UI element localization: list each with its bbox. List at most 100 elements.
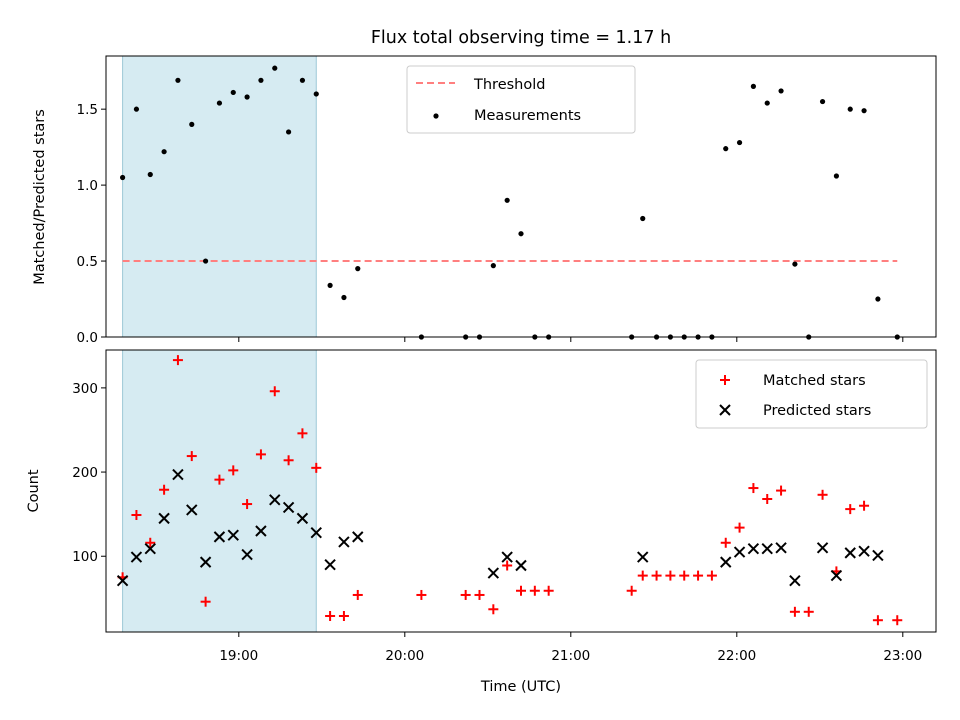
bottom-panel-frame [105,349,937,633]
matched-star-point [529,585,540,596]
matched-star-point [762,493,773,504]
matched-star-point [789,606,800,617]
measurement-point [792,261,798,267]
top-panel-frame [105,55,937,338]
measurement-point [490,263,496,269]
predicted-star-point [172,468,184,481]
measurement-point [175,77,181,83]
predicted-star-point [501,551,513,563]
predicted-star-point [324,558,336,571]
matched-star-point [665,570,676,581]
matched-star-point [416,589,427,600]
measurement-point [341,294,347,301]
measurement-point [518,231,524,237]
measurement-point [203,258,209,264]
matched-star-point [720,537,731,548]
matched-star-point [214,474,225,485]
matched-star-point [817,489,828,500]
matched-star-point [892,615,903,626]
bottom-y-axis-label: Count [26,469,42,512]
matched-star-point [283,455,294,466]
predicted-star-point [130,551,143,563]
measurement-point [189,121,195,127]
predicted-star-point [227,529,239,541]
predicted-star-point [816,542,829,554]
top-legend: Threshold Measurements [406,65,636,134]
predicted-star-point [637,551,649,563]
matched-star-point [626,585,637,596]
matched-star-point [325,611,336,622]
measurement-point [147,171,153,178]
predicted-star-point [116,574,129,587]
matched-star-point [872,615,883,626]
predicted-star-point [144,542,156,555]
chart-title: Flux total observing time = 1.17 h [371,28,671,48]
predicted-star-point [269,494,281,506]
measurement-point [133,106,140,112]
matched-star-point [803,606,814,617]
bottom-panel: 100 200 300 19:00 20:00 21:00 22:00 23:00 Count… [26,349,937,695]
matched-star-point [734,522,745,533]
predicted-star-point [872,549,884,562]
measurement-point [272,65,278,71]
predicted-star-point [241,548,253,561]
measurement-point [327,282,333,288]
matched-star-point [145,537,156,548]
predicted-star-point [213,531,226,543]
predicted-star-point [747,542,760,555]
matched-star-point [679,570,690,581]
top-y-tick-label: 0.0 [77,330,98,346]
matched-star-point [269,386,280,397]
predicted-star-point [282,501,295,514]
measurement-point [723,146,729,152]
matched-star-point [693,570,704,581]
predicted-star-point [352,531,364,543]
matched-star-point [502,560,513,571]
measurement-point [764,100,770,106]
measurement-point [120,174,126,181]
matched-star-point [311,462,322,473]
bottom-y-tick-label: 100 [72,549,98,565]
matched-star-point [131,509,142,520]
measurement-point [875,296,881,302]
matched-star-point [228,465,239,476]
legend-measurements-swatch [433,113,439,119]
top-y-tick-label: 1.0 [77,178,98,194]
measurement-point [750,83,757,89]
predicted-star-point [255,525,267,537]
legend-measurements-label: Measurements [474,108,581,124]
matched-star-point [543,585,554,596]
top-panel-shaded-span [122,55,317,338]
measurement-point [736,139,743,146]
legend-predicted-swatch [719,404,731,416]
predicted-star-point [515,559,527,572]
measurement-point [286,129,292,135]
matched-star-point [186,451,197,462]
x-tick-label: 21:00 [551,648,590,664]
measurement-point [355,266,361,272]
legend-matched-swatch [720,375,730,385]
predicted-star-point [844,547,856,559]
measurement-point [819,98,826,105]
matched-star-point [859,500,870,511]
measurement-point [313,91,319,97]
measurement-point [230,89,236,96]
x-tick-label: 19:00 [219,648,258,664]
matched-star-point [460,589,471,600]
bottom-y-tick-label: 200 [72,465,98,481]
measurement-point [833,173,840,179]
legend-threshold-label: Threshold [473,77,545,93]
matched-star-point [776,485,787,496]
predicted-star-point [158,512,170,525]
x-axis-label: Time (UTC) [480,679,561,695]
top-y-tick-label: 0.5 [77,254,98,270]
predicted-star-point [338,536,350,548]
top-y-axis-label: Matched/Predicted stars [32,109,48,285]
legend-matched-label: Matched stars [763,373,866,389]
predicted-star-point [789,574,801,587]
bottom-panel-shaded-span [122,349,317,633]
predicted-star-point [487,567,500,579]
matched-star-point [297,428,308,439]
matched-star-point [845,504,856,515]
